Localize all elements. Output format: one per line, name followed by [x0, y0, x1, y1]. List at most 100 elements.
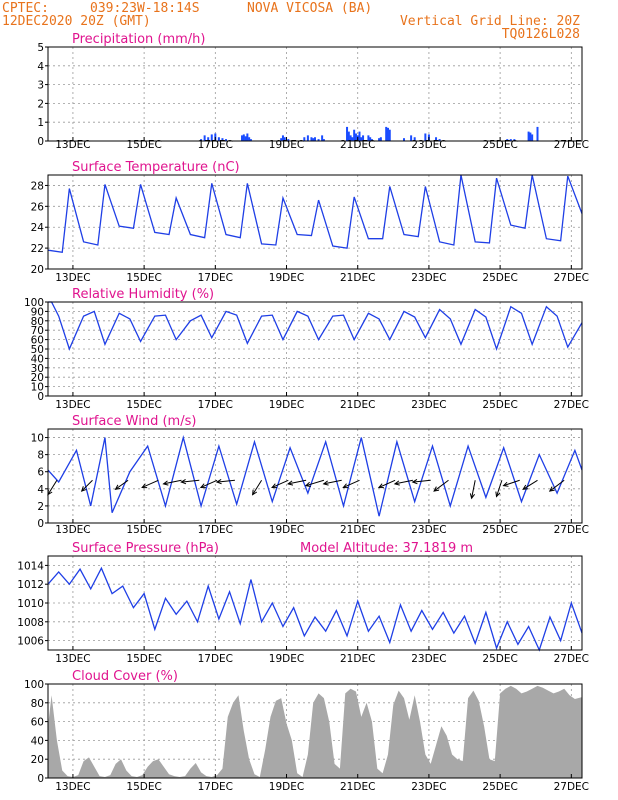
- y-tick-label: 30: [31, 363, 44, 375]
- y-tick-label: 1006: [17, 636, 44, 648]
- x-tick-label: 15DEC: [126, 653, 161, 665]
- x-tick-label: 15DEC: [126, 781, 161, 793]
- precip-bar: [403, 138, 405, 141]
- precip-bar: [200, 139, 203, 141]
- precip-bar: [246, 133, 249, 141]
- precip-bar: [210, 134, 213, 141]
- y-tick-label: 1010: [17, 598, 44, 610]
- wind-arrow: [471, 480, 476, 499]
- precip-bar: [217, 137, 220, 141]
- precip-bar: [410, 135, 413, 141]
- x-tick-label: 21DEC: [340, 272, 375, 284]
- precip-bar: [321, 135, 324, 141]
- precip-title: Precipitation (mm/h): [72, 32, 205, 47]
- precip-bar: [322, 139, 325, 141]
- precip-bar: [242, 134, 245, 141]
- y-tick-label: 0: [37, 518, 44, 530]
- wind-series-line: [47, 434, 583, 517]
- x-tick-label: 17DEC: [198, 272, 233, 284]
- x-tick-label: 27DEC: [554, 781, 589, 793]
- wind-arrowhead: [271, 483, 278, 489]
- precip-bar: [225, 139, 227, 141]
- precip-bar: [438, 139, 441, 141]
- wind-arrow: [412, 479, 431, 483]
- x-tick-label: 27DEC: [554, 139, 589, 151]
- y-tick-label: 0: [37, 391, 44, 403]
- x-tick-label: 15DEC: [126, 272, 161, 284]
- wind-arrow: [47, 480, 58, 495]
- x-tick-label: 23DEC: [411, 399, 446, 411]
- precip-bar: [386, 127, 389, 141]
- precip-bar: [424, 133, 427, 141]
- precip-bar: [351, 137, 354, 141]
- x-tick-label: 15DEC: [126, 524, 161, 536]
- precip-bar: [347, 131, 350, 141]
- press-panel: 1006 1008 1010 1012 1014 13DEC 15DEC 17DEC 19DEC…: [17, 541, 589, 665]
- y-tick-label: 90: [31, 306, 44, 318]
- x-tick-label: 25DEC: [482, 781, 517, 793]
- x-tick-label: 13DEC: [55, 653, 90, 665]
- wind-arrow: [343, 479, 360, 488]
- wind-arrowhead: [342, 483, 349, 489]
- x-tick-label: 27DEC: [554, 653, 589, 665]
- y-tick-label: 4: [37, 484, 44, 496]
- wind-arrowhead: [469, 493, 476, 500]
- wind-arrow: [305, 479, 325, 487]
- y-tick-label: 2: [37, 98, 44, 110]
- x-tick-label: 23DEC: [411, 139, 446, 151]
- x-tick-label: 19DEC: [269, 653, 304, 665]
- precip-bar: [360, 137, 363, 141]
- wind-arrowhead: [433, 486, 440, 492]
- precip-bar: [379, 137, 382, 141]
- x-tick-label: 21DEC: [340, 781, 375, 793]
- precip-bar: [312, 138, 315, 141]
- precip-bar: [529, 132, 532, 141]
- precip-bar: [353, 129, 356, 141]
- precip-bar: [303, 137, 306, 141]
- wind-arrowhead: [304, 481, 311, 487]
- wind-arrow: [200, 479, 218, 488]
- header-run: 12DEC2020 20Z (GMT): [2, 14, 151, 29]
- wind-arrow: [141, 479, 159, 488]
- x-tick-label: 27DEC: [554, 272, 589, 284]
- x-tick-label: 13DEC: [55, 524, 90, 536]
- precip-bar: [310, 137, 313, 141]
- wind-arrowhead: [495, 491, 501, 498]
- wind-arrow: [549, 479, 565, 492]
- y-tick-label: 20: [31, 372, 44, 384]
- y-tick-label: 1008: [17, 617, 44, 629]
- x-tick-label: 19DEC: [269, 524, 304, 536]
- y-tick-label: 40: [31, 353, 44, 365]
- precip-bar: [369, 137, 372, 141]
- wind-arrowhead: [411, 479, 418, 485]
- temp-frame: [47, 174, 583, 270]
- precip-bar: [388, 129, 391, 141]
- wind-arrow: [503, 479, 520, 487]
- y-tick-label: 1014: [17, 560, 44, 572]
- precip-bar: [207, 137, 210, 141]
- y-tick-label: 1012: [17, 579, 44, 591]
- x-tick-label: 13DEC: [55, 139, 90, 151]
- x-tick-label: 21DEC: [340, 399, 375, 411]
- press-series-line: [47, 566, 583, 652]
- x-tick-label: 17DEC: [198, 399, 233, 411]
- y-tick-label: 60: [31, 717, 44, 729]
- precip-bar: [306, 135, 309, 141]
- x-tick-label: 19DEC: [269, 272, 304, 284]
- x-tick-label: 13DEC: [55, 399, 90, 411]
- wind-arrow: [115, 479, 129, 490]
- wind-arrowhead: [215, 479, 222, 485]
- precip-bar: [509, 139, 512, 141]
- x-tick-label: 21DEC: [340, 653, 375, 665]
- y-tick-label: 0: [37, 773, 44, 785]
- precip-bar: [317, 139, 320, 141]
- precip-bar: [346, 126, 349, 141]
- header-source: CPTEC:: [2, 1, 49, 16]
- precip-bar: [531, 134, 534, 141]
- y-tick-label: 24: [31, 222, 45, 234]
- cloud-title: Cloud Cover (%): [72, 669, 178, 684]
- y-tick-label: 70: [31, 325, 44, 337]
- y-tick-label: 100: [24, 297, 44, 309]
- precip-bar: [358, 131, 361, 141]
- x-tick-label: 17DEC: [198, 524, 233, 536]
